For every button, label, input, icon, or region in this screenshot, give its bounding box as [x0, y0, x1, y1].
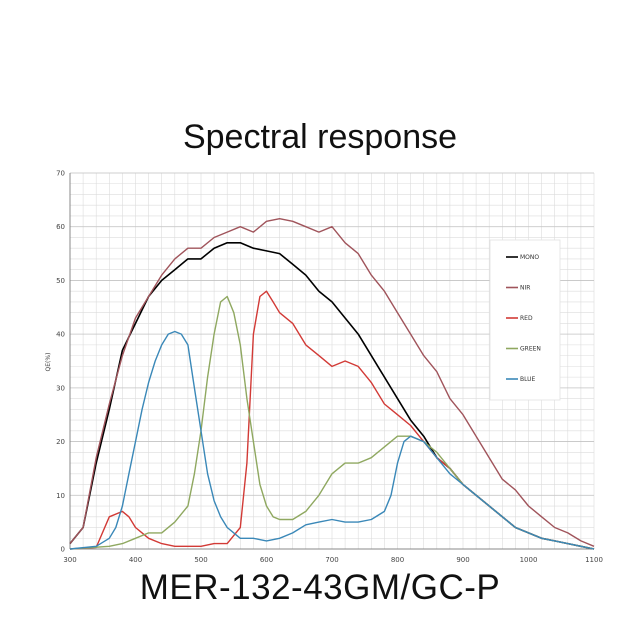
series-lines [69, 217, 595, 550]
legend-label-red: RED [520, 315, 533, 322]
x-tick-label: 900 [456, 556, 469, 564]
x-tick-label: 400 [129, 556, 142, 564]
series-line-nir [69, 217, 595, 547]
legend-label-blue: BLUE [520, 376, 536, 383]
y-tick-label: 20 [56, 438, 65, 446]
y-tick-label: 30 [56, 384, 65, 392]
y-tick-label: 10 [56, 492, 65, 500]
x-tick-label: 300 [63, 556, 76, 564]
y-tick-labels: 0 10 20 30 40 50 60 70 [56, 170, 65, 554]
legend-label-nir: NIR [520, 285, 530, 292]
x-tick-label: 600 [260, 556, 273, 564]
x-tick-label: 500 [194, 556, 207, 564]
x-tick-label: 800 [391, 556, 404, 564]
legend-box [489, 239, 561, 401]
y-tick-label: 70 [56, 170, 65, 178]
chart-title: Spectral response [182, 118, 458, 156]
x-tick-label: 1100 [585, 556, 603, 564]
legend-label-mono: MONO [520, 254, 539, 261]
y-tick-label: 0 [61, 546, 65, 554]
series-line-blue [69, 330, 595, 550]
x-tick-label: 1000 [520, 556, 538, 564]
legend-label-green: GREEN [520, 346, 541, 353]
x-tick-labels: 300 400 500 600 700 800 900 1000 1100 [63, 556, 603, 564]
y-tick-label: 50 [56, 277, 65, 285]
y-axis-label: QE(%) [45, 353, 52, 372]
legend: MONO NIR RED GREEN BLUE [489, 239, 561, 401]
x-tick-label: 700 [325, 556, 338, 564]
model-label: MER-132-43GM/GC-P [139, 568, 501, 607]
y-tick-label: 60 [56, 223, 65, 231]
axes [69, 173, 594, 550]
y-tick-label: 40 [56, 331, 65, 339]
